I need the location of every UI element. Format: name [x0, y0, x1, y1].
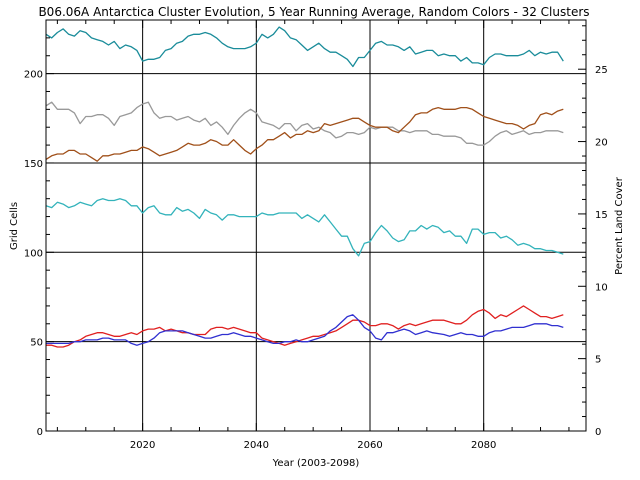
y-tick-label-right: 0: [595, 427, 601, 438]
y-tick-label-right: 10: [595, 282, 608, 293]
x-axis-label: Year (2003-2098): [272, 458, 360, 469]
chart-title: B06.06A Antarctica Cluster Evolution, 5 …: [38, 5, 589, 19]
y-tick-label-left: 0: [37, 427, 43, 438]
grid: [46, 20, 586, 431]
y-tick-label-left: 50: [30, 338, 43, 349]
axes: 2020 2040 2060 2080 0 50 100 150 200 0 5 10 15 20 25: [24, 20, 608, 451]
x-tick-label: 2080: [471, 440, 496, 451]
y-axis-label-right: Percent Land Cover: [614, 176, 625, 275]
y-tick-label-right: 15: [595, 210, 608, 221]
series-line-6: [46, 314, 564, 346]
series-line-3: [45, 106, 564, 162]
x-tick-label: 2020: [130, 440, 155, 451]
y-tick-label-left: 150: [24, 159, 43, 170]
y-tick-label-right: 20: [595, 138, 608, 149]
series-line-2: [45, 101, 564, 146]
series-line-1: [45, 26, 564, 68]
series-line-5: [46, 305, 564, 348]
x-tick-label: 2060: [357, 440, 382, 451]
x-tick-label: 2040: [244, 440, 269, 451]
y-tick-label-left: 100: [24, 248, 43, 259]
y-tick-label-right: 5: [595, 355, 601, 366]
y-tick-label-right: 25: [595, 65, 608, 76]
series-line-4: [45, 198, 564, 257]
plot-frame: [45, 19, 587, 432]
y-axis-label-left: Grid Cells: [9, 202, 20, 250]
y-tick-label-left: 200: [24, 70, 43, 81]
series-group: [45, 26, 564, 348]
